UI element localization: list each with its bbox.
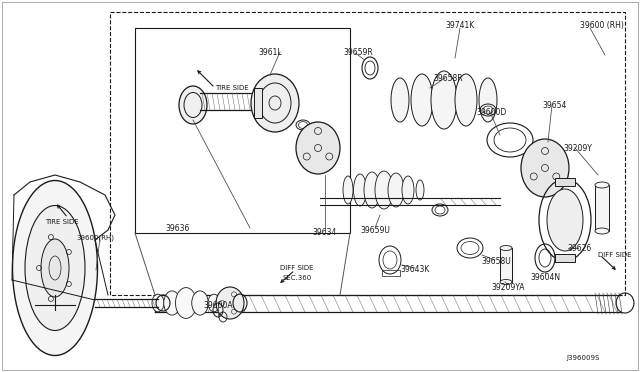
Text: 3961L: 3961L xyxy=(258,48,282,57)
Text: DIFF SIDE: DIFF SIDE xyxy=(598,252,632,258)
Bar xyxy=(555,254,575,262)
Bar xyxy=(595,185,609,231)
Ellipse shape xyxy=(175,288,196,318)
Ellipse shape xyxy=(25,205,85,330)
Ellipse shape xyxy=(521,139,569,197)
Text: 39643K: 39643K xyxy=(400,266,429,275)
Text: DIFF SIDE: DIFF SIDE xyxy=(280,265,314,271)
Text: 39654: 39654 xyxy=(543,100,567,109)
Ellipse shape xyxy=(208,294,220,312)
Text: 39658U: 39658U xyxy=(481,257,511,266)
Ellipse shape xyxy=(164,291,180,315)
Ellipse shape xyxy=(179,86,207,124)
Ellipse shape xyxy=(388,173,404,207)
Text: 39659U: 39659U xyxy=(360,225,390,234)
Text: 39604N: 39604N xyxy=(530,273,560,282)
Ellipse shape xyxy=(595,182,609,188)
Text: 39600(RH): 39600(RH) xyxy=(76,235,114,241)
Text: 39634: 39634 xyxy=(313,228,337,237)
Bar xyxy=(500,248,512,282)
Text: 39741K: 39741K xyxy=(445,20,475,29)
Ellipse shape xyxy=(455,74,477,126)
Ellipse shape xyxy=(296,122,340,174)
Ellipse shape xyxy=(13,180,97,356)
Ellipse shape xyxy=(547,189,583,251)
Ellipse shape xyxy=(375,171,393,209)
Text: 39600D: 39600D xyxy=(477,108,507,116)
Ellipse shape xyxy=(41,239,69,297)
Ellipse shape xyxy=(216,287,244,319)
Ellipse shape xyxy=(431,71,457,129)
Ellipse shape xyxy=(595,228,609,234)
Bar xyxy=(110,12,625,295)
Ellipse shape xyxy=(192,291,208,315)
Text: 39636: 39636 xyxy=(166,224,190,232)
Ellipse shape xyxy=(251,74,299,132)
Ellipse shape xyxy=(500,246,512,250)
Ellipse shape xyxy=(416,180,424,200)
Text: 39600A: 39600A xyxy=(203,301,233,310)
Bar xyxy=(382,270,400,276)
Ellipse shape xyxy=(402,176,414,204)
Ellipse shape xyxy=(364,172,380,208)
Ellipse shape xyxy=(391,78,409,122)
Ellipse shape xyxy=(343,176,353,204)
Ellipse shape xyxy=(479,78,497,122)
Text: 39600 (RH): 39600 (RH) xyxy=(580,20,624,29)
Ellipse shape xyxy=(411,74,433,126)
Text: 39209YA: 39209YA xyxy=(492,283,525,292)
Text: TIRE SIDE: TIRE SIDE xyxy=(215,85,248,91)
Text: SEC.360: SEC.360 xyxy=(282,275,312,281)
Bar xyxy=(135,28,350,233)
Text: 39658R: 39658R xyxy=(433,74,463,83)
Text: 39659R: 39659R xyxy=(343,48,373,57)
Bar xyxy=(254,88,262,118)
Text: 39209Y: 39209Y xyxy=(564,144,593,153)
Ellipse shape xyxy=(500,279,512,285)
Ellipse shape xyxy=(152,294,164,312)
Text: J396009S: J396009S xyxy=(566,355,600,361)
Bar xyxy=(555,178,575,186)
Ellipse shape xyxy=(353,174,367,206)
Text: 39626: 39626 xyxy=(568,244,592,253)
Text: TIRE SIDE: TIRE SIDE xyxy=(45,219,79,225)
